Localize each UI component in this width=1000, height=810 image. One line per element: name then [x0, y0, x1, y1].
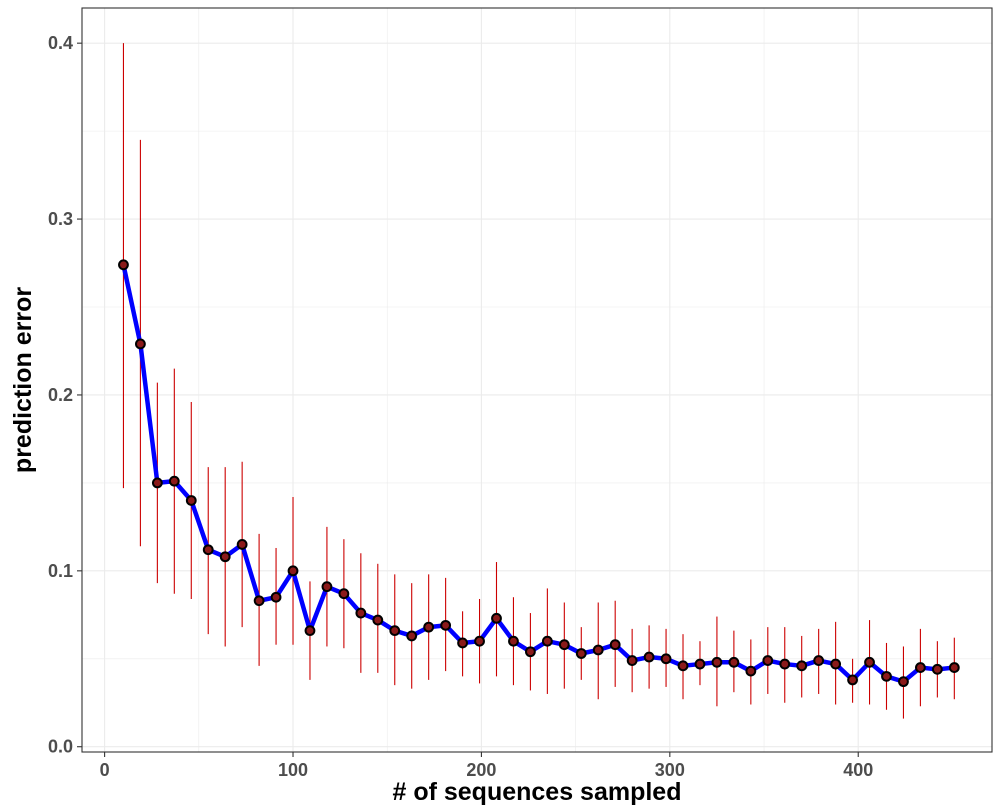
panel-border [81, 7, 993, 753]
data-point [660, 653, 672, 665]
data-point [135, 338, 146, 350]
data-point [372, 614, 384, 626]
data-point [694, 658, 706, 670]
data-point [575, 648, 587, 659]
data-point [779, 658, 791, 670]
data-point [406, 630, 418, 642]
x-tick-label: 100 [278, 760, 308, 780]
data-point [389, 625, 401, 637]
y-tick-label: 0.3 [48, 209, 73, 229]
data-point [898, 676, 909, 688]
data-point [762, 655, 774, 666]
data-point [847, 674, 858, 686]
x-tick-label: 300 [655, 760, 685, 780]
y-tick-label: 0.0 [48, 737, 73, 757]
data-point [457, 637, 468, 649]
data-point [915, 662, 926, 673]
data-point [609, 639, 621, 651]
data-point [592, 644, 604, 656]
data-point [440, 619, 452, 631]
data-point [118, 259, 129, 271]
data-point [321, 581, 333, 593]
y-axis-title: prediction error [9, 287, 37, 473]
data-point [711, 656, 723, 668]
data-points [118, 259, 960, 688]
data-point [728, 656, 740, 668]
data-point [202, 544, 214, 556]
y-tick-label: 0.1 [48, 561, 73, 581]
data-point [626, 655, 638, 666]
data-point [304, 625, 316, 637]
data-point [287, 565, 299, 577]
data-point [338, 588, 350, 600]
data-point [677, 660, 689, 672]
data-point [813, 655, 825, 666]
data-point [508, 635, 519, 647]
data-point [864, 656, 875, 668]
data-point [796, 660, 808, 672]
data-point [185, 495, 197, 506]
minor-gridlines [82, 8, 992, 752]
data-point [931, 663, 943, 675]
y-axis-tick-labels: 0.0 0.1 0.2 0.3 0.4 [48, 33, 73, 757]
data-point [423, 621, 435, 633]
y-tick-label: 0.2 [48, 385, 73, 405]
x-axis-title: # of sequences sampled [392, 778, 681, 806]
x-tick-label: 0 [100, 760, 110, 780]
data-point [253, 595, 265, 607]
data-point [830, 658, 842, 670]
data-point [948, 662, 960, 673]
data-point [745, 665, 757, 677]
data-point [525, 646, 536, 658]
axis-ticks [77, 42, 859, 757]
data-point [474, 635, 485, 647]
data-point [881, 670, 892, 682]
y-tick-label: 0.4 [48, 33, 73, 53]
data-point [219, 551, 231, 563]
data-point [236, 539, 248, 550]
data-point [151, 477, 163, 489]
data-point [491, 612, 502, 624]
data-point [643, 651, 655, 663]
x-tick-label: 200 [466, 760, 496, 780]
data-point [270, 591, 282, 603]
data-point [541, 635, 553, 647]
data-point [355, 607, 367, 619]
x-tick-label: 400 [843, 760, 873, 780]
data-point [558, 639, 570, 651]
x-axis-tick-labels: 0 100 200 300 400 [100, 760, 874, 780]
data-point [168, 475, 180, 487]
